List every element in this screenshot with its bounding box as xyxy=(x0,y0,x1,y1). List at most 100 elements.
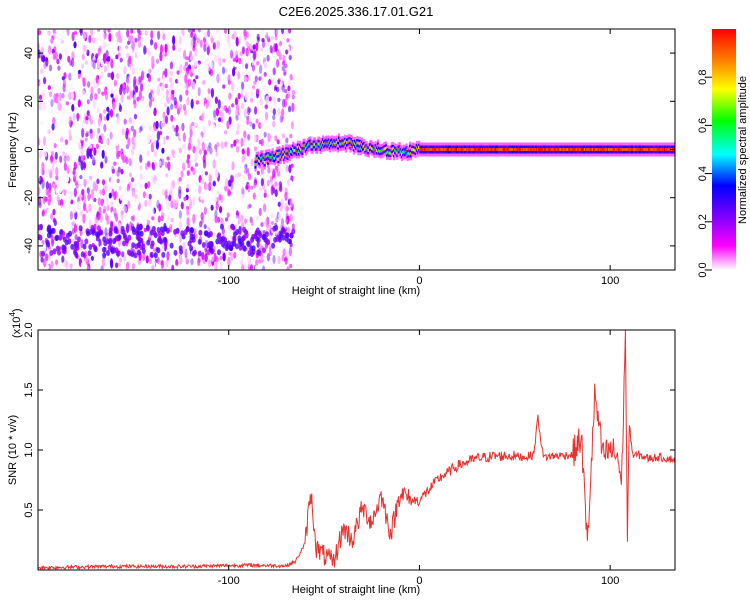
spectrogram-cell xyxy=(150,175,154,184)
spectrogram-cell xyxy=(78,155,82,166)
spectrogram-cell xyxy=(130,125,134,132)
spectrogram-cell xyxy=(150,89,154,94)
spectrogram-cell xyxy=(87,211,91,219)
spectrogram-cell xyxy=(282,248,286,256)
spectrogram-cell xyxy=(130,29,134,34)
spectrogram-cell xyxy=(427,148,430,151)
spectrogram-cell xyxy=(258,232,263,238)
spectrogram-cell xyxy=(217,160,221,171)
spectrogram-cell xyxy=(181,122,185,132)
spectrogram-cell xyxy=(133,252,138,259)
spectrogram-cell xyxy=(192,168,196,176)
spectrogram-cell xyxy=(201,93,205,98)
spectrogram-cell xyxy=(115,70,119,78)
spectrogram-cell xyxy=(283,69,287,76)
spectrogram-cell xyxy=(209,181,213,187)
spectrogram-cell xyxy=(523,148,526,151)
spectrogram-cell xyxy=(243,136,247,143)
spectrogram-cell xyxy=(274,135,278,142)
spectrogram-cell xyxy=(159,51,163,62)
spectrogram-cell xyxy=(169,77,173,83)
spectrogram-cell xyxy=(267,138,271,148)
spectrogram-cell xyxy=(105,57,110,62)
spectrogram-cell xyxy=(235,166,239,172)
spectrogram-cell xyxy=(210,35,214,43)
spectrogram-cell xyxy=(254,75,258,82)
spectrogram-cell xyxy=(201,242,206,248)
spectrogram-cell xyxy=(120,148,124,155)
spectrogram-cell xyxy=(102,246,106,253)
spectrogram-cell xyxy=(245,63,249,70)
spectrogram-cell xyxy=(521,148,524,151)
spectrogram-cell xyxy=(127,137,131,147)
spectrogram-cell xyxy=(272,114,276,120)
spectrogram-cell xyxy=(168,220,172,228)
spectrogram-cell xyxy=(172,58,176,64)
spectrogram-cell xyxy=(171,149,175,156)
spectrogram-cell xyxy=(186,170,190,176)
spectrogram-cell xyxy=(289,133,293,139)
spectrogram-cell xyxy=(138,90,142,101)
spectrogram-cell xyxy=(284,203,288,213)
spectrogram-cell xyxy=(492,148,495,151)
spectrogram-y-tick-label: -20 xyxy=(23,190,35,206)
spectrogram-cell xyxy=(215,151,219,158)
spectrogram-cell xyxy=(128,75,132,81)
spectrogram-cell xyxy=(132,99,137,105)
spectrogram-x-tick-label: 100 xyxy=(601,275,619,287)
spectrogram-cell xyxy=(160,260,164,269)
spectrogram-cell xyxy=(73,175,77,183)
spectrogram-cell xyxy=(274,224,279,231)
spectrogram-cell xyxy=(105,138,109,148)
spectrogram-cell xyxy=(89,128,93,134)
spectrogram-cell xyxy=(61,76,65,81)
spectrogram-cell xyxy=(260,156,263,160)
spectrogram-cell xyxy=(237,92,241,100)
spectrogram-cell xyxy=(119,195,123,201)
spectrogram-cell xyxy=(299,146,302,150)
spectrogram-cell xyxy=(276,86,280,93)
spectrogram-cell xyxy=(107,29,111,33)
spectrogram-cell xyxy=(474,148,477,151)
spectrogram-cell xyxy=(507,148,510,151)
spectrogram-cell xyxy=(90,29,94,37)
spectrogram-cell xyxy=(116,72,120,80)
spectrogram-cell xyxy=(231,83,235,92)
spectrogram-cell xyxy=(151,90,155,98)
spectrogram-cell xyxy=(157,237,161,244)
spectrogram-cell xyxy=(270,220,274,225)
spectrogram-cell xyxy=(160,215,164,222)
spectrogram-cell xyxy=(220,141,224,150)
spectrogram-cell xyxy=(291,223,295,230)
spectrogram-cell xyxy=(274,165,278,171)
spectrogram-cell xyxy=(193,33,197,41)
spectrogram-cell xyxy=(41,250,45,257)
spectrogram-cell xyxy=(280,152,283,156)
spectrogram-cell xyxy=(184,74,188,84)
spectrogram-cell xyxy=(40,120,44,126)
spectrogram-cell xyxy=(204,31,208,39)
spectrogram-cell xyxy=(102,44,107,49)
spectrogram-cell xyxy=(114,94,118,103)
spectrogram-cell xyxy=(81,189,85,196)
spectrogram-cell xyxy=(92,181,96,192)
spectrogram-cell xyxy=(582,148,585,151)
spectrogram-cell xyxy=(122,84,126,89)
spectrogram-cell xyxy=(81,53,85,61)
spectrogram-cell xyxy=(137,40,142,49)
spectrogram-cell xyxy=(221,66,226,75)
spectrogram-cell xyxy=(92,56,96,61)
spectrogram-cell xyxy=(161,82,165,92)
spectrogram-cell xyxy=(253,233,258,240)
spectrogram-cell xyxy=(128,121,132,130)
spectrogram-cell xyxy=(51,183,56,189)
spectrogram-cell xyxy=(246,119,250,125)
spectrogram-cell xyxy=(131,177,135,183)
spectrogram-cell xyxy=(277,165,281,172)
spectrogram-cell xyxy=(102,252,107,259)
spectrogram-x-tick-label: 0 xyxy=(416,275,422,287)
spectrogram-cell xyxy=(244,160,248,165)
spectrogram-cell xyxy=(180,201,184,210)
spectrogram-cell xyxy=(163,225,168,232)
